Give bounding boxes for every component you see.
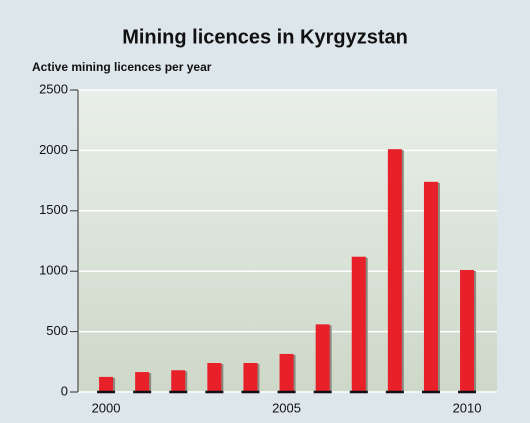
bar xyxy=(387,149,402,392)
chart-title: Mining licences in Kyrgyzstan xyxy=(122,26,408,48)
x-tick-label: 2000 xyxy=(92,400,121,415)
x-tick-label: 2005 xyxy=(272,400,301,415)
bar xyxy=(279,353,294,392)
bar xyxy=(99,376,114,392)
y-tick-label: 1500 xyxy=(39,202,68,217)
bar xyxy=(315,324,330,392)
bar xyxy=(460,269,475,392)
bar xyxy=(171,370,186,392)
bar xyxy=(351,256,366,392)
x-tick-label: 2010 xyxy=(453,400,482,415)
chart-subtitle: Active mining licences per year xyxy=(32,60,212,74)
y-tick-label: 500 xyxy=(46,323,68,338)
y-tick-label: 1000 xyxy=(39,263,68,278)
bar xyxy=(207,363,222,392)
y-tick-label: 2500 xyxy=(39,81,68,96)
y-tick-label: 2000 xyxy=(39,142,68,157)
bar xyxy=(423,181,438,392)
bar xyxy=(135,372,150,392)
bar xyxy=(243,363,258,392)
y-tick-label: 0 xyxy=(61,383,68,398)
